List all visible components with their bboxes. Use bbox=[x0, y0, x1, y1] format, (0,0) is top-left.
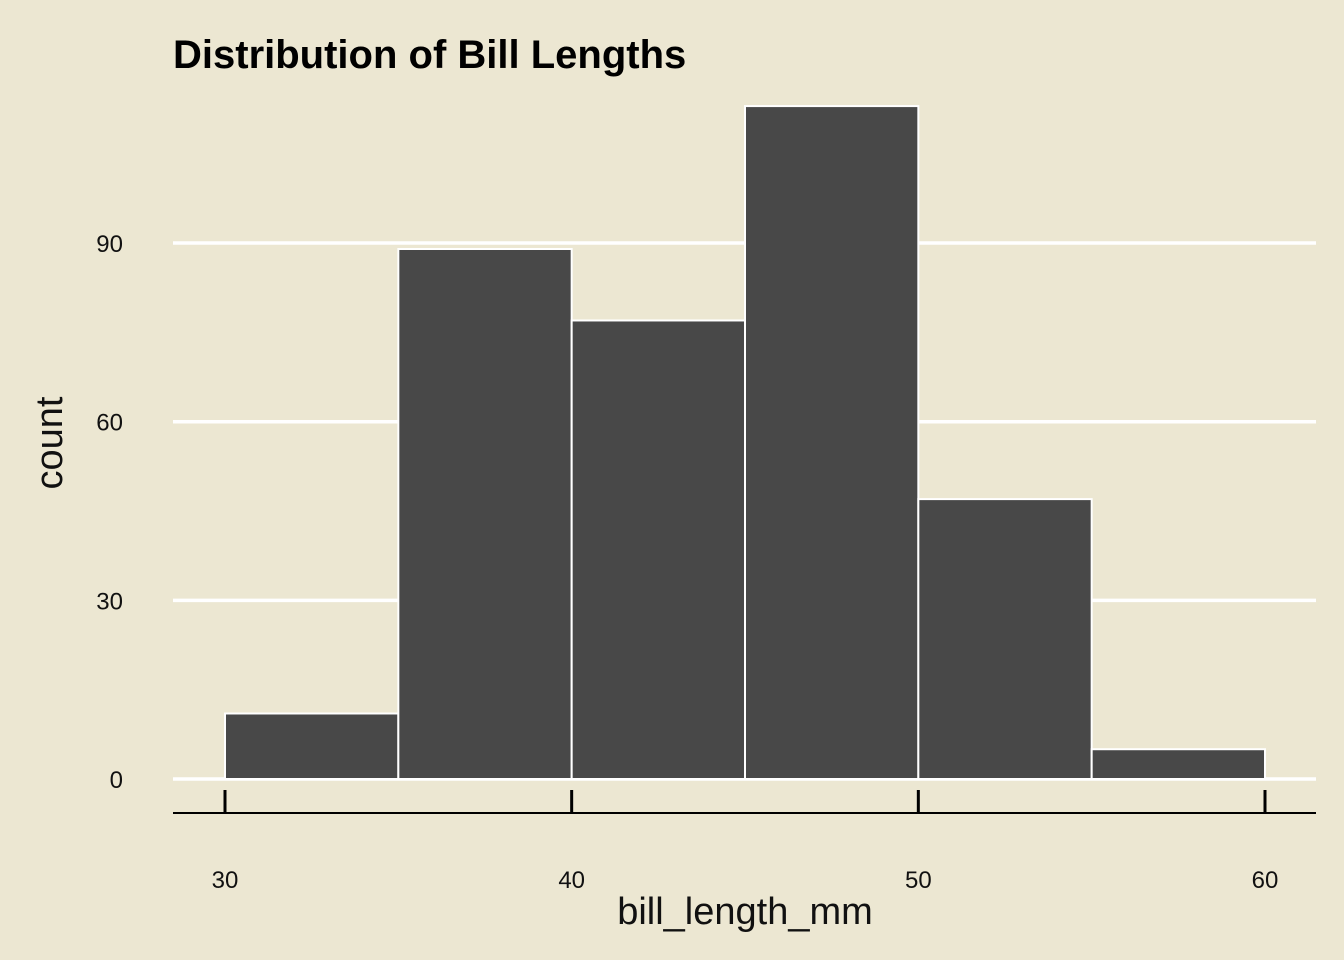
y-tick-label: 0 bbox=[110, 767, 123, 794]
histogram-bar bbox=[397, 248, 573, 780]
histogram-bar bbox=[1090, 748, 1266, 780]
bars bbox=[224, 105, 1266, 780]
x-axis: 30 40 50 60 bbox=[173, 790, 1316, 894]
x-tick-label: 60 bbox=[1252, 867, 1279, 894]
y-tick-label: 60 bbox=[96, 410, 123, 437]
chart-title: Distribution of Bill Lengths bbox=[173, 33, 686, 77]
histogram-bar bbox=[570, 319, 747, 780]
y-tick-label: 30 bbox=[96, 588, 123, 615]
histogram-bar bbox=[744, 105, 920, 780]
y-tick-label: 90 bbox=[96, 231, 123, 258]
x-tick-label: 30 bbox=[212, 867, 239, 894]
histogram-bar bbox=[917, 498, 1093, 780]
y-tick-labels: 0 30 60 90 bbox=[96, 231, 123, 794]
x-tick-label: 50 bbox=[905, 867, 932, 894]
x-tick-label: 40 bbox=[558, 867, 585, 894]
histogram-bar bbox=[224, 712, 400, 780]
y-axis-title: count bbox=[29, 396, 71, 489]
x-axis-title: bill_length_mm bbox=[617, 891, 873, 933]
